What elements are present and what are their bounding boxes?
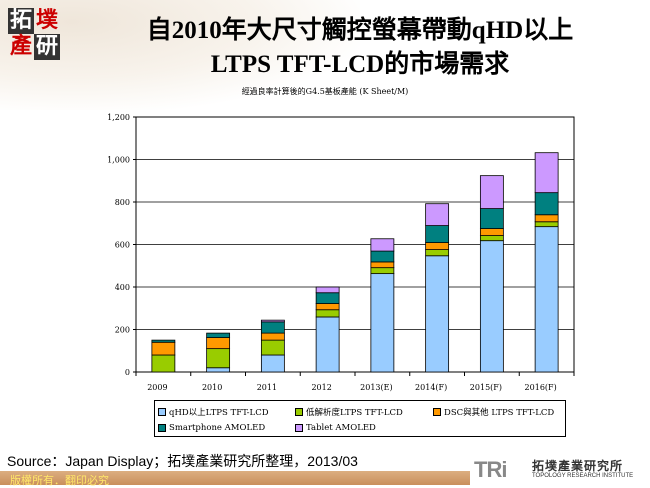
bar-segment [151, 354, 176, 373]
x-tick-label: 2013(E) [360, 383, 392, 392]
bar-segment [425, 225, 450, 243]
bar-segment [206, 367, 231, 373]
tri-logo-cn: 拓墣產業研究所 [532, 459, 624, 473]
bar-segment [260, 321, 285, 334]
bar-segment [315, 316, 340, 373]
x-tick-label: 2015(F) [470, 383, 502, 392]
legend-item: qHD以上LTPS TFT-LCD [158, 406, 269, 418]
y-tick-label: 0 [125, 368, 130, 377]
bar-segment [479, 175, 504, 209]
legend-label: DSC與其他 LTPS TFT-LCD [444, 408, 555, 418]
legend-swatch [295, 408, 303, 416]
x-tick-label: 2016(F) [525, 383, 557, 392]
legend-item: Tablet AMOLED [295, 423, 376, 433]
bar-segment [315, 309, 340, 318]
bar-segment [534, 152, 559, 194]
tri-logo-en: TOPOLOGY RESEARCH INSTITUTE [532, 473, 634, 479]
bar-segment [151, 339, 176, 343]
bar-segment [260, 354, 285, 373]
logo-char: 拓 [8, 8, 34, 34]
bar-segment [206, 348, 231, 369]
legend-item: 低解析度LTPS TFT-LCD [295, 406, 403, 418]
bar-segment [206, 332, 231, 338]
bar-segment [260, 332, 285, 341]
legend-label: Smartphone AMOLED [169, 423, 266, 433]
title-line-1: 自2010年大尺寸觸控螢幕帶動qHD以上 [146, 17, 574, 44]
bar-segment [370, 238, 395, 252]
legend-label: Tablet AMOLED [306, 423, 376, 433]
bar-segment [534, 192, 559, 216]
x-tick-label: 2012 [311, 383, 331, 392]
y-tick-label: 1,000 [107, 156, 130, 165]
chart-legend: qHD以上LTPS TFT-LCD 低解析度LTPS TFT-LCD DSC與其他 … [154, 400, 566, 437]
logo-char: 產 [9, 34, 32, 59]
bar-segment [206, 337, 231, 350]
chart-title: 經過良率計算後的G4.5基板產能 (K Sheet/M) [241, 87, 409, 96]
topology-logo: 拓 墣 產 研 [6, 6, 62, 62]
legend-swatch [158, 424, 166, 432]
y-tick-label: 400 [115, 283, 130, 292]
legend-item: Smartphone AMOLED [158, 423, 265, 433]
bar-segment [534, 214, 559, 223]
y-tick-label: 200 [115, 326, 130, 335]
legend-swatch [158, 408, 166, 416]
bar-segment [425, 203, 450, 226]
bar-segment [315, 292, 340, 304]
bar-segment [260, 339, 285, 356]
bar-segment [534, 221, 559, 228]
bar-segment [315, 286, 340, 294]
bar-segment [479, 240, 504, 373]
logo-char: 研 [34, 34, 60, 60]
bar-segment [370, 267, 395, 275]
bar-segment [479, 208, 504, 229]
bar-segment [370, 273, 395, 373]
slide-title: 自2010年大尺寸觸控螢幕帶動qHD以上 LTPS TFT-LCD的市場需求 [60, 14, 650, 82]
y-tick-label: 1,200 [107, 113, 130, 122]
x-tick-label: 2011 [257, 383, 277, 392]
bar-segment [479, 228, 504, 236]
bar-segment [479, 235, 504, 242]
background-texture [0, 0, 360, 110]
legend-label: 低解析度LTPS TFT-LCD [306, 408, 403, 418]
bar-segment [315, 303, 340, 311]
legend-swatch [433, 408, 441, 416]
bar-segment [425, 242, 450, 250]
bar-segment [370, 261, 395, 269]
legend-item: DSC與其他 LTPS TFT-LCD [433, 406, 554, 418]
y-tick-label: 600 [115, 241, 130, 250]
legend-swatch [295, 424, 303, 432]
bar-segment [151, 341, 176, 356]
logo-char: 墣 [35, 8, 58, 33]
x-tick-label: 2010 [202, 383, 222, 392]
title-line-2: LTPS TFT-LCD的市場需求 [210, 51, 510, 78]
legend-label: qHD以上LTPS TFT-LCD [169, 408, 269, 418]
bar-segment [425, 249, 450, 257]
bar-segment [370, 250, 395, 263]
bar-segment [425, 255, 450, 373]
bar-segment [534, 226, 559, 373]
source-note: Source：Japan Display；拓墣產業研究所整理，2013/03 [7, 453, 358, 469]
x-tick-label: 2014(F) [415, 383, 447, 392]
tri-logo: TRi 拓墣產業研究所 TOPOLOGY RESEARCH INSTITUTE [470, 455, 650, 485]
tri-logo-mark: TRi [474, 457, 507, 482]
bar-segment [260, 319, 285, 323]
copyright-text: 版權所有．翻印必究 [10, 474, 109, 487]
y-tick-label: 800 [115, 198, 130, 207]
x-tick-label: 2009 [147, 383, 167, 392]
